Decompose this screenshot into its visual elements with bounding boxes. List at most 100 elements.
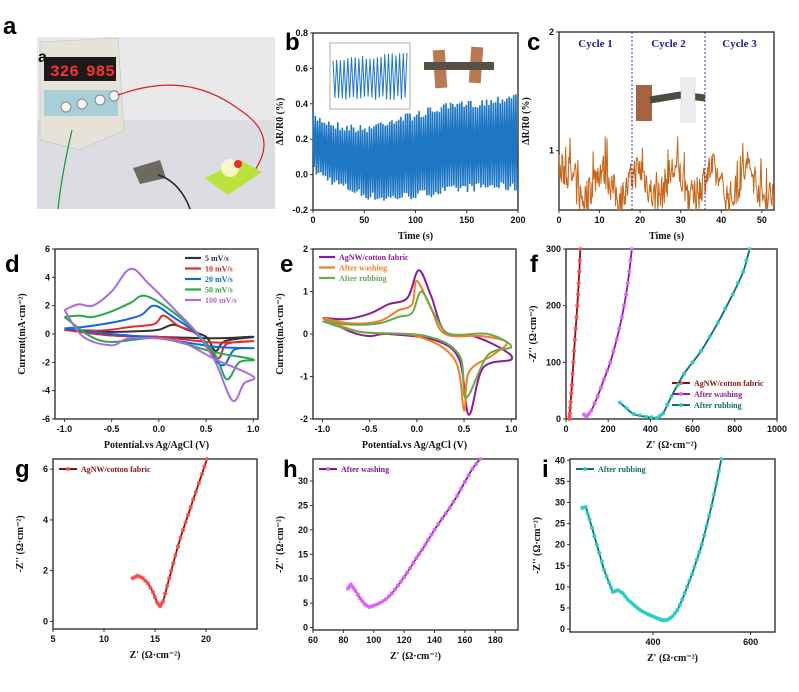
data-point bbox=[690, 360, 695, 365]
data-point bbox=[644, 414, 649, 419]
x-tick-label: 15 bbox=[150, 634, 160, 644]
data-point bbox=[623, 594, 628, 599]
twisted-fabric bbox=[649, 91, 706, 104]
fabric-strip bbox=[424, 62, 494, 70]
nyquist-line bbox=[583, 248, 633, 418]
data-point bbox=[604, 368, 610, 373]
data-point bbox=[163, 591, 168, 596]
x-tick-label: 20 bbox=[635, 215, 645, 225]
y-tick-label: 4 bbox=[43, 515, 48, 525]
data-point bbox=[629, 247, 634, 251]
data-point bbox=[173, 553, 178, 558]
data-point bbox=[570, 371, 575, 376]
data-point bbox=[426, 537, 431, 542]
cycle-label: Cycle 3 bbox=[722, 38, 757, 50]
data-point bbox=[169, 568, 174, 573]
x-tick-label: 180 bbox=[488, 635, 503, 645]
cv-curve bbox=[322, 279, 508, 412]
y-tick-label: 6 bbox=[45, 244, 50, 254]
y-tick-label: 20 bbox=[298, 525, 308, 535]
data-point bbox=[145, 581, 151, 586]
data-point bbox=[199, 472, 205, 477]
cv-curve bbox=[64, 304, 255, 367]
chart-e: -1.0 -0.5 0.0 0.5 1.0 -2 -1 0 1 2 Potential.vs Ag/… bbox=[275, 244, 518, 451]
x-tick-label: 600 bbox=[685, 424, 700, 434]
sample-photo-b bbox=[424, 46, 494, 89]
y-tick-label: 1 bbox=[549, 146, 554, 156]
panel-label-i: i bbox=[542, 456, 549, 483]
legend-label: 5 mV/s bbox=[205, 254, 229, 263]
x-tick-label: 100 bbox=[366, 635, 381, 645]
x-tick-label: 50 bbox=[359, 215, 369, 225]
x-axis-label: Z' (Ω·cm⁻²) bbox=[647, 653, 698, 664]
data-point bbox=[682, 591, 687, 596]
data-point bbox=[408, 565, 413, 571]
y-tick-label: 100 bbox=[546, 357, 561, 367]
data-point bbox=[675, 382, 680, 388]
data-point bbox=[709, 503, 714, 508]
data-point bbox=[670, 614, 675, 619]
data-point bbox=[697, 549, 702, 555]
x-tick-label: 10 bbox=[99, 634, 109, 644]
knob bbox=[76, 98, 88, 110]
data-point bbox=[608, 585, 614, 590]
y-tick-label: -4 bbox=[42, 386, 50, 396]
x-tick-label: 50 bbox=[757, 215, 767, 225]
data-point bbox=[587, 517, 592, 522]
photo-setup: 326 985 a bbox=[37, 37, 275, 210]
y-axis-label: ΔR/R0 (%) bbox=[521, 97, 532, 145]
data-point bbox=[631, 411, 636, 417]
data-point bbox=[417, 551, 422, 556]
data-point bbox=[660, 411, 666, 416]
legend-label: After washing bbox=[339, 264, 387, 273]
legend-marker bbox=[326, 467, 330, 471]
panel-label-e: e bbox=[280, 251, 293, 278]
legend-marker bbox=[66, 467, 70, 471]
knob bbox=[60, 101, 72, 113]
data-point bbox=[458, 486, 464, 491]
legend-label: 20 mV/s bbox=[205, 275, 233, 284]
x-tick-label: 200 bbox=[510, 215, 525, 225]
data-point bbox=[462, 479, 468, 485]
x-tick-label: 10 bbox=[595, 215, 605, 225]
legend-label: After rubbing bbox=[598, 465, 646, 474]
sample-photo-c bbox=[636, 77, 706, 123]
nyquist-line bbox=[132, 458, 208, 608]
data-point bbox=[654, 415, 659, 421]
y-tick-label: 0 bbox=[560, 624, 565, 634]
x-tick-label: 200 bbox=[601, 424, 616, 434]
data-point bbox=[694, 557, 700, 562]
y-tick-label: 5 bbox=[303, 598, 308, 608]
x-tick-label: -1.0 bbox=[57, 424, 73, 434]
knob bbox=[94, 94, 106, 106]
data-point bbox=[572, 337, 578, 342]
y-tick-label: 0.4 bbox=[295, 99, 308, 109]
y-tick-label: 2 bbox=[43, 566, 48, 576]
data-point bbox=[589, 408, 594, 413]
nyquist-line bbox=[347, 458, 481, 608]
data-point bbox=[675, 607, 680, 613]
y-tick-label: 0.2 bbox=[295, 134, 308, 144]
legend-marker bbox=[679, 403, 683, 407]
data-point bbox=[601, 377, 607, 382]
x-tick-label: 150 bbox=[459, 215, 474, 225]
data-point bbox=[348, 582, 354, 587]
x-tick-label: 5 bbox=[50, 634, 55, 644]
data-point bbox=[443, 511, 449, 516]
plot-frame bbox=[312, 458, 519, 631]
data-point bbox=[383, 597, 389, 602]
panel-g: g 5 10 15 20 0 2 4 6 Z' (Ω·cm⁻²) -Z'' (Ω·cm⁻²) AgN… bbox=[15, 456, 258, 661]
data-point bbox=[657, 413, 663, 418]
x-tick-label: 20 bbox=[201, 634, 211, 644]
green-wire bbox=[57, 129, 73, 210]
data-point bbox=[608, 360, 613, 365]
legend-label: After rubbing bbox=[694, 401, 742, 410]
data-point bbox=[183, 520, 188, 525]
data-point bbox=[474, 461, 479, 467]
x-tick-label: -0.5 bbox=[362, 424, 378, 434]
data-point bbox=[447, 505, 452, 511]
display-right-readout: 985 bbox=[86, 63, 115, 81]
data-point bbox=[186, 512, 191, 517]
data-point bbox=[627, 269, 632, 274]
data-point bbox=[684, 584, 690, 590]
